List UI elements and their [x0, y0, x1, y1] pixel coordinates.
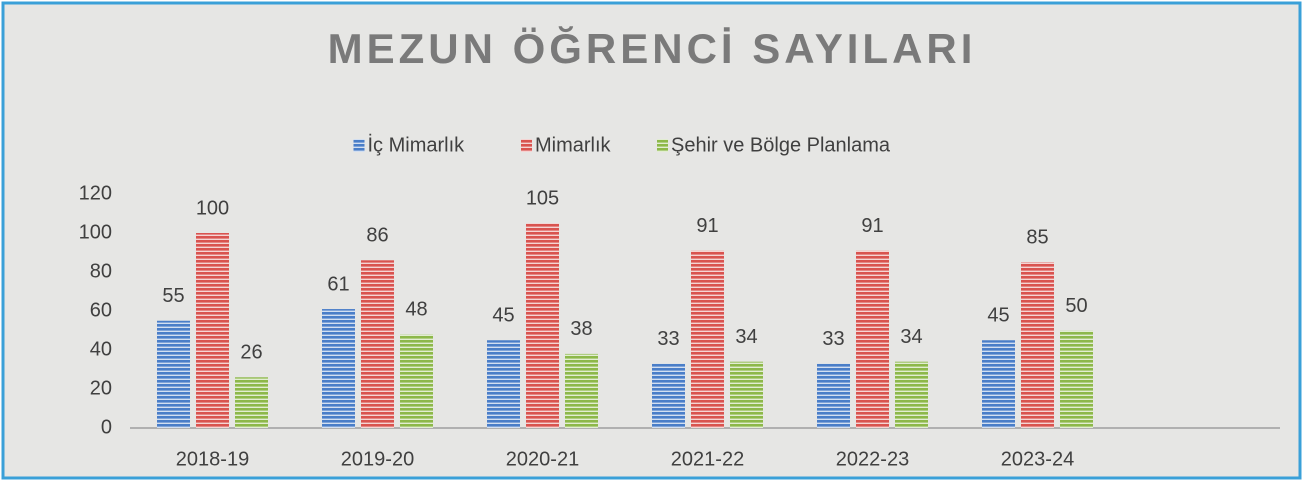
y-tick-label: 80 — [90, 260, 112, 282]
bar — [235, 377, 268, 428]
x-tick-label: 2022-23 — [836, 448, 909, 470]
legend-swatch — [521, 139, 532, 152]
bar — [157, 320, 190, 428]
data-label: 61 — [327, 273, 349, 295]
bar — [565, 353, 598, 428]
data-label: 34 — [735, 326, 757, 348]
bar — [817, 363, 850, 428]
data-label: 33 — [822, 328, 844, 350]
bar — [487, 340, 520, 428]
bar — [982, 340, 1015, 428]
bar — [1021, 262, 1054, 428]
bar — [652, 363, 685, 428]
y-tick-label: 20 — [90, 377, 112, 399]
data-label: 45 — [492, 305, 514, 327]
x-tick-label: 2018-19 — [176, 448, 249, 470]
data-label: 91 — [861, 215, 883, 237]
legend-label: Mimarlık — [535, 134, 612, 156]
bar — [730, 361, 763, 428]
x-tick-label: 2020-21 — [506, 448, 579, 470]
chart-title: MEZUN ÖĞRENCİ SAYILARI — [328, 25, 977, 72]
bar — [196, 233, 229, 428]
legend-swatch — [657, 139, 668, 152]
bar — [361, 260, 394, 428]
x-tick-label: 2021-22 — [671, 448, 744, 470]
x-tick-label: 2023-24 — [1001, 448, 1074, 470]
legend-swatch — [353, 139, 365, 152]
data-label: 100 — [196, 197, 229, 219]
data-label: 91 — [696, 215, 718, 237]
data-label: 38 — [570, 318, 592, 340]
y-tick-label: 120 — [79, 182, 112, 204]
data-label: 50 — [1065, 295, 1087, 317]
data-label: 85 — [1026, 227, 1048, 249]
data-label: 48 — [405, 299, 427, 321]
bar — [322, 309, 355, 428]
data-label: 86 — [366, 225, 388, 247]
data-label: 105 — [526, 188, 559, 210]
data-label: 45 — [987, 305, 1009, 327]
bar — [895, 361, 928, 428]
bar — [1060, 330, 1093, 428]
bar — [691, 250, 724, 428]
legend-label: İç Mimarlık — [368, 133, 466, 156]
legend-label: Şehir ve Bölge Planlama — [671, 134, 891, 156]
y-tick-label: 60 — [90, 299, 112, 321]
y-tick-label: 0 — [101, 416, 112, 438]
bar — [856, 250, 889, 428]
y-tick-label: 40 — [90, 338, 112, 360]
y-tick-label: 100 — [79, 221, 112, 243]
data-label: 26 — [240, 342, 262, 364]
x-tick-label: 2019-20 — [341, 448, 414, 470]
bar — [526, 223, 559, 428]
data-label: 34 — [900, 326, 922, 348]
data-label: 33 — [657, 328, 679, 350]
bar — [400, 334, 433, 428]
data-label: 55 — [162, 285, 184, 307]
